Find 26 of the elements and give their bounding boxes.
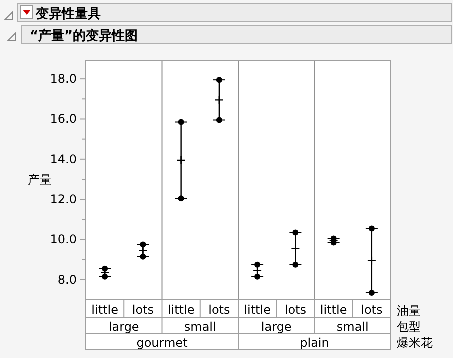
text: large bbox=[108, 320, 140, 334]
y-tick-label: 12.0 bbox=[50, 192, 77, 207]
text: 爆米花 bbox=[397, 336, 433, 350]
y-tick-label: 14.0 bbox=[50, 152, 77, 166]
x-tick-label: lots bbox=[284, 303, 307, 317]
x-tick-label: lots bbox=[361, 303, 383, 317]
x-tick-label: little bbox=[244, 303, 271, 317]
x-tick-label: little bbox=[320, 303, 348, 317]
y-tick-label: 10.0 bbox=[50, 232, 77, 247]
y-tick-label: 8.0 bbox=[58, 272, 77, 287]
x-tick-label: little bbox=[168, 303, 195, 317]
chart-subtitle: “产量”的变异性图 bbox=[30, 28, 138, 44]
y-tick-label: 18.0 bbox=[50, 72, 77, 86]
y-tick-label: 16.0 bbox=[50, 112, 77, 126]
x-tick-label: lots bbox=[132, 303, 154, 317]
text: plain bbox=[300, 336, 330, 350]
chart-title: 变异性量具 bbox=[35, 6, 101, 22]
text: small bbox=[184, 320, 216, 334]
text: 油量 bbox=[397, 304, 421, 318]
y-axis-title: 产量 bbox=[28, 173, 52, 187]
text: 包型 bbox=[397, 320, 421, 334]
text: gourmet bbox=[136, 336, 188, 350]
text: small bbox=[336, 320, 369, 334]
x-tick-label: little bbox=[92, 303, 118, 317]
x-tick-label: lots bbox=[208, 303, 230, 317]
text: large bbox=[261, 320, 292, 334]
